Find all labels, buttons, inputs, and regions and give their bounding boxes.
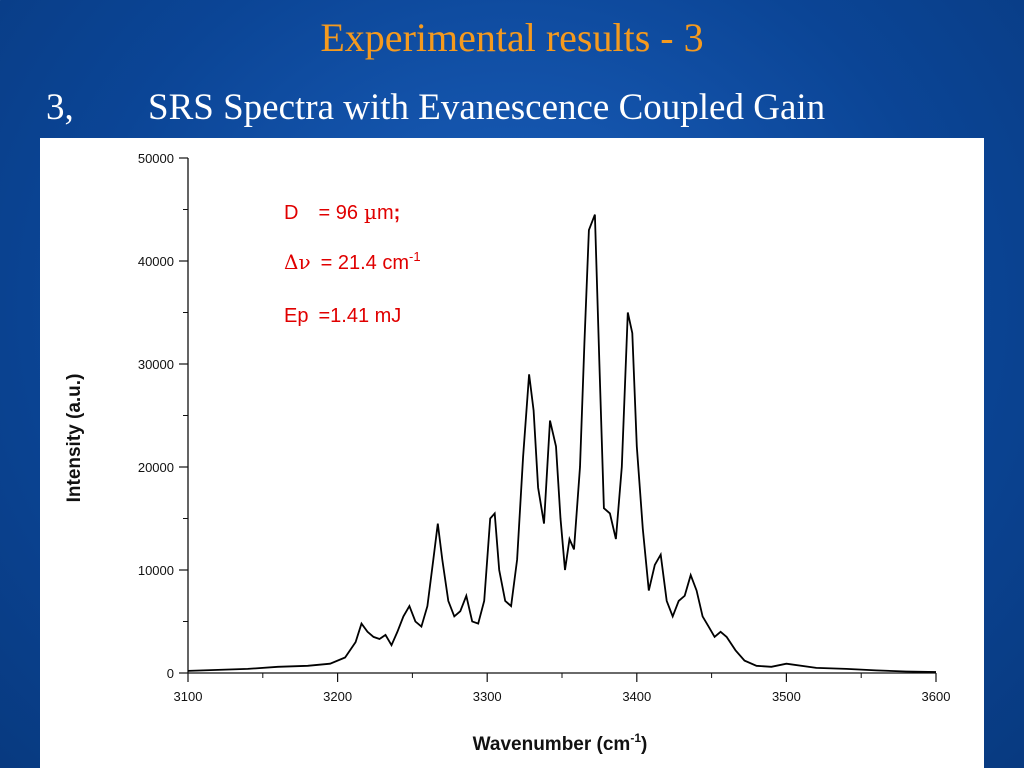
y-tick-label: 0 bbox=[167, 666, 174, 681]
x-tick-label: 3200 bbox=[323, 689, 352, 704]
y-tick-label: 40000 bbox=[138, 254, 174, 269]
chart-axes bbox=[187, 158, 936, 674]
x-tick-label: 3100 bbox=[174, 689, 203, 704]
annotation-linewidth: Δν = 21.4 cm-1 bbox=[284, 249, 421, 274]
x-tick-label: 3600 bbox=[922, 689, 951, 704]
y-tick-label: 30000 bbox=[138, 357, 174, 372]
y-tick-label: 50000 bbox=[138, 151, 174, 166]
x-tick-label: 3500 bbox=[772, 689, 801, 704]
annotation-pump-energy: Ep =1.41 mJ bbox=[284, 305, 401, 327]
y-tick-label: 10000 bbox=[138, 563, 174, 578]
x-tick-label: 3400 bbox=[622, 689, 651, 704]
annotation-diameter: D = 96 µm; bbox=[284, 200, 400, 224]
x-tick-label: 3300 bbox=[473, 689, 502, 704]
chart-panel: 0 10000 20000 30000 40000 50000 3100 3200 3300 34… bbox=[40, 138, 984, 768]
x-axis-label: Wavenumber (cm-1) bbox=[473, 731, 648, 755]
chart-ticks: 0 10000 20000 30000 40000 50000 3100 3200 3300 34… bbox=[138, 151, 951, 704]
slide-subtitle: 3, SRS Spectra with Evanescence Coupled G… bbox=[46, 84, 825, 132]
slide-title: Experimental results - 3 bbox=[320, 15, 704, 60]
subtitle-number: 3, bbox=[46, 87, 74, 128]
spectrum-line bbox=[187, 214, 937, 673]
spectrum-chart: 0 10000 20000 30000 40000 50000 3100 3200 3300 34… bbox=[64, 151, 951, 755]
y-axis-label: Intensity (a.u.) bbox=[64, 374, 85, 503]
subtitle-text: SRS Spectra with Evanescence Coupled Gai… bbox=[148, 87, 826, 128]
y-tick-label: 20000 bbox=[138, 460, 174, 475]
